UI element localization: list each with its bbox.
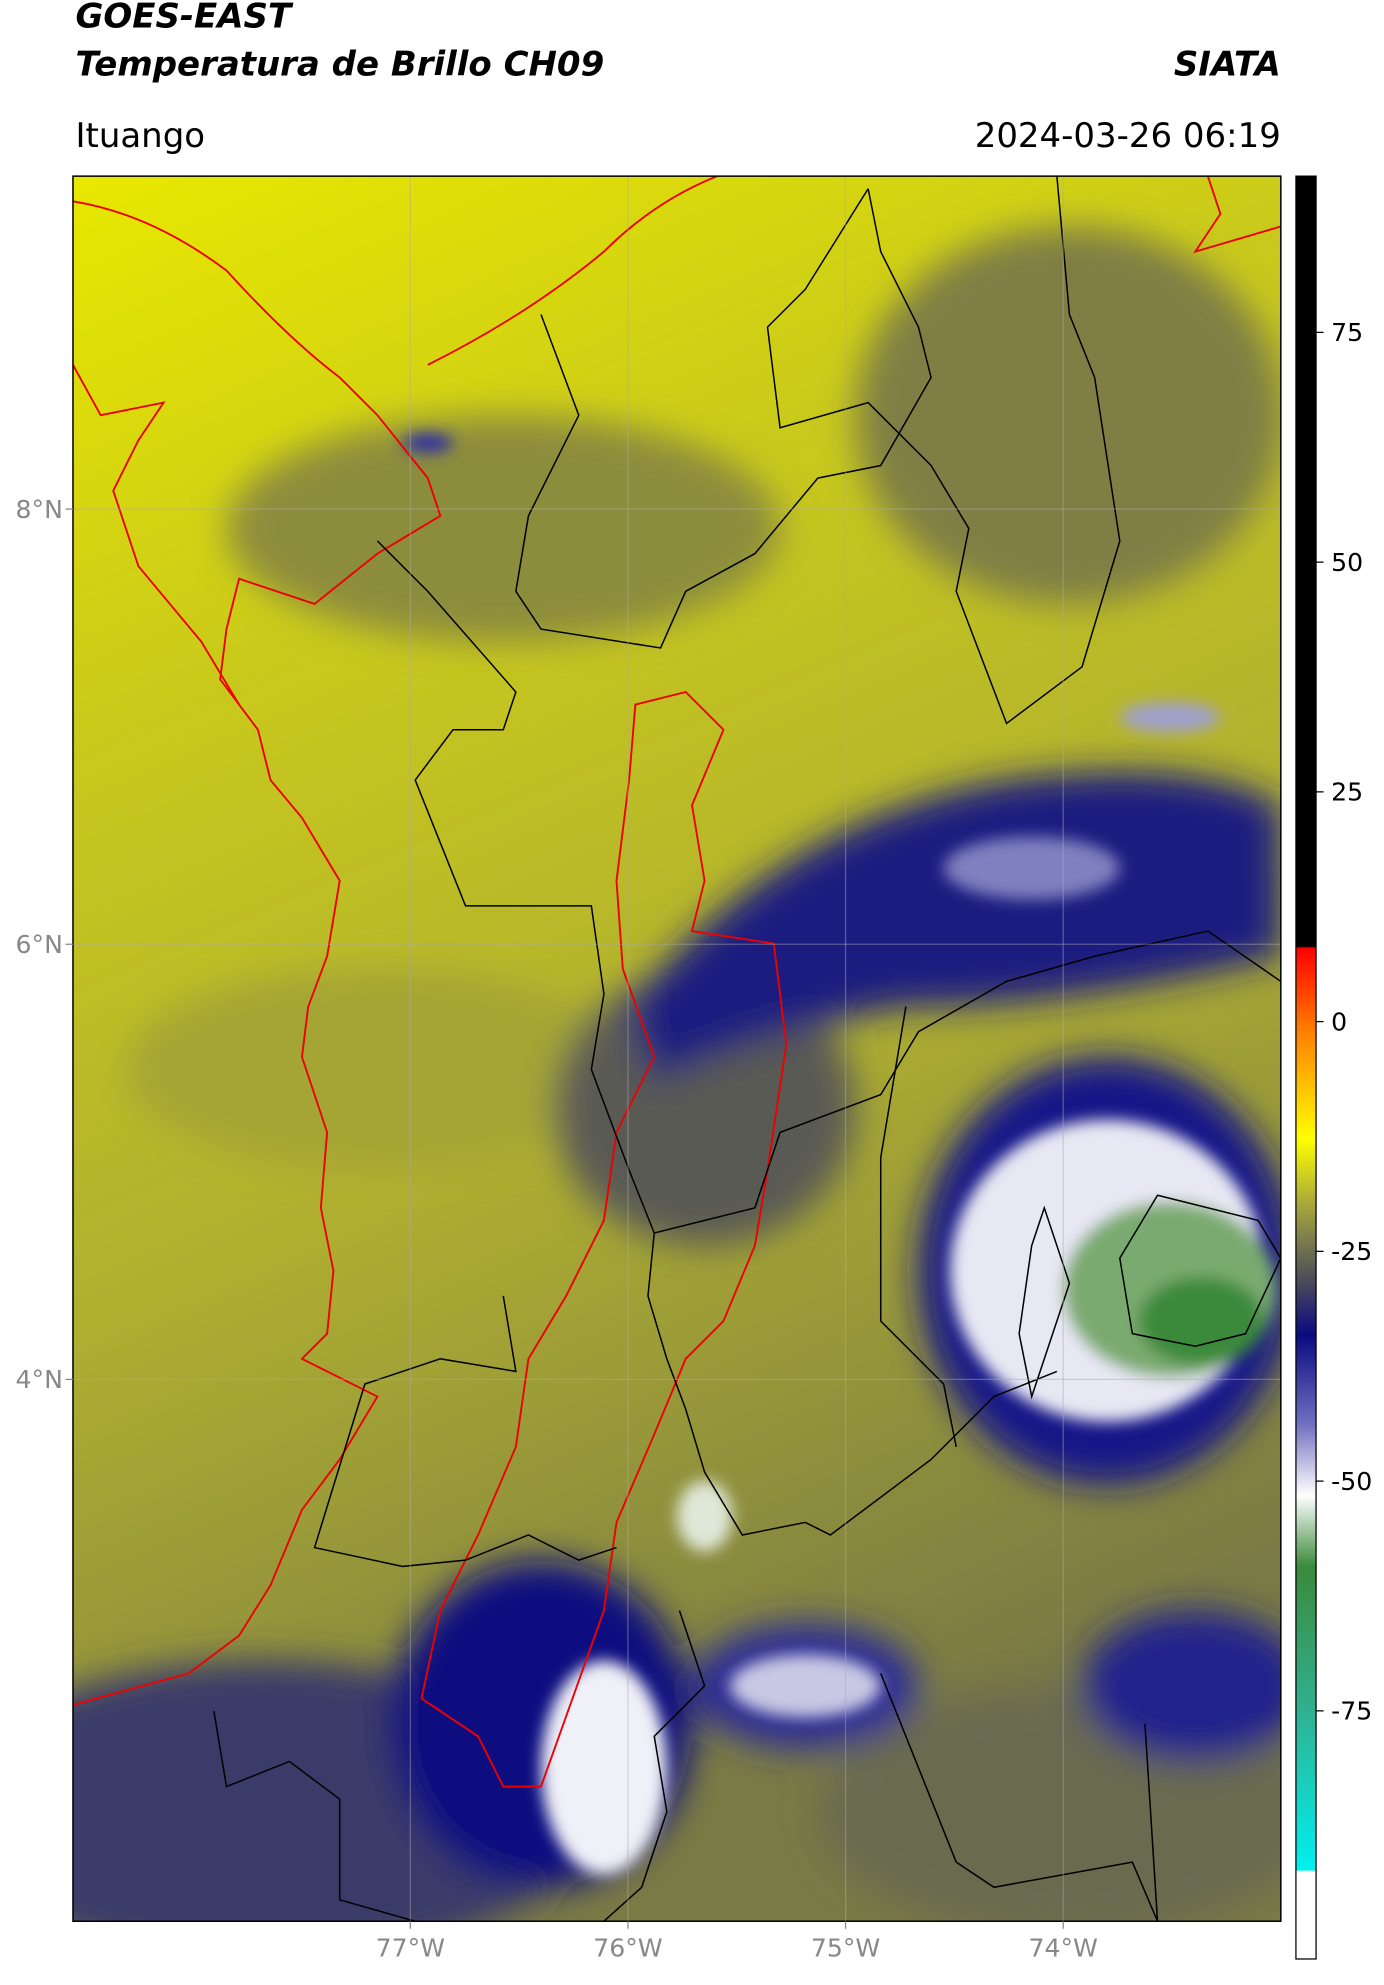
colorbar-label: -75 [1331, 1697, 1372, 1726]
colorbar [1295, 175, 1317, 1960]
satellite: GOES-EAST [75, 0, 293, 37]
y-tick-label: 6°N [16, 930, 63, 959]
x-tick-label: 75°W [811, 1933, 881, 1962]
map-frame [72, 175, 1282, 1922]
y-tick-label: 4°N [16, 1365, 63, 1394]
x-tick-label: 77°W [376, 1933, 446, 1962]
colorbar-label: 75 [1331, 318, 1363, 347]
x-tick-label: 74°W [1028, 1933, 1098, 1962]
colorbar-label: 50 [1331, 548, 1363, 577]
datetime: 2024-03-26 06:19 [975, 116, 1281, 156]
location: Ituango [75, 116, 205, 156]
title: Temperatura de Brillo CH09 [75, 44, 604, 84]
grid [72, 176, 1281, 1922]
y-tick-label: 8°N [16, 495, 63, 524]
colorbar-label: -25 [1331, 1237, 1372, 1266]
colorbar-label: 25 [1331, 778, 1363, 807]
x-tick-label: 76°W [593, 1933, 663, 1962]
satellite-image [72, 176, 1281, 1922]
source: SIATA [1174, 44, 1281, 84]
colorbar-label: -50 [1331, 1467, 1372, 1496]
colorbar-label: 0 [1331, 1007, 1347, 1036]
